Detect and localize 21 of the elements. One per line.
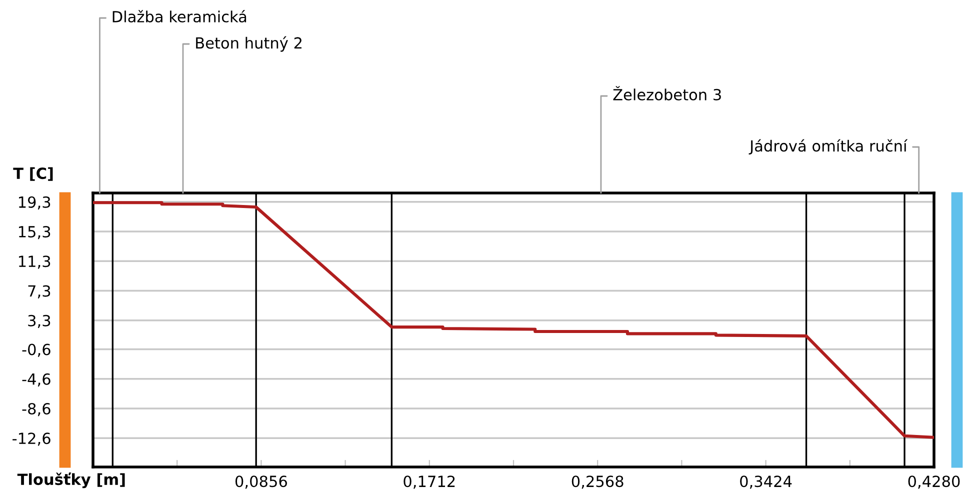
x-tick-label: 0,1712 <box>404 476 455 489</box>
y-tick-label: -12,6 <box>12 432 50 446</box>
y-tick-label: 11,3 <box>18 256 50 269</box>
x-tick-label: 0,3424 <box>740 476 792 489</box>
line-series <box>93 201 934 439</box>
text: Železobeton 3 <box>613 86 721 100</box>
y-tick-label: -0,6 <box>22 344 50 357</box>
text: Beton hutný 2 <box>196 36 302 52</box>
text: Jádrová omítka ruční <box>748 139 908 155</box>
x-tick-label: 0,0856 <box>235 476 287 489</box>
y-tick-label: 3,3 <box>28 314 50 328</box>
x-tick-label: 0,4280 <box>908 476 960 489</box>
x-axis-title: Tloušťky [m] <box>17 472 125 488</box>
x-tick-label: 0,2568 <box>572 476 624 489</box>
y-tick-label: -8,6 <box>22 402 50 416</box>
y-tick-label: 15,3 <box>18 226 50 240</box>
y-axis-title: T [C] <box>13 167 53 181</box>
y-tick-label: -4,6 <box>22 373 50 386</box>
text: Dlažba keramická <box>112 10 246 22</box>
y-tick-label: 19,3 <box>18 196 50 210</box>
y-tick-label: 7,3 <box>28 285 50 298</box>
